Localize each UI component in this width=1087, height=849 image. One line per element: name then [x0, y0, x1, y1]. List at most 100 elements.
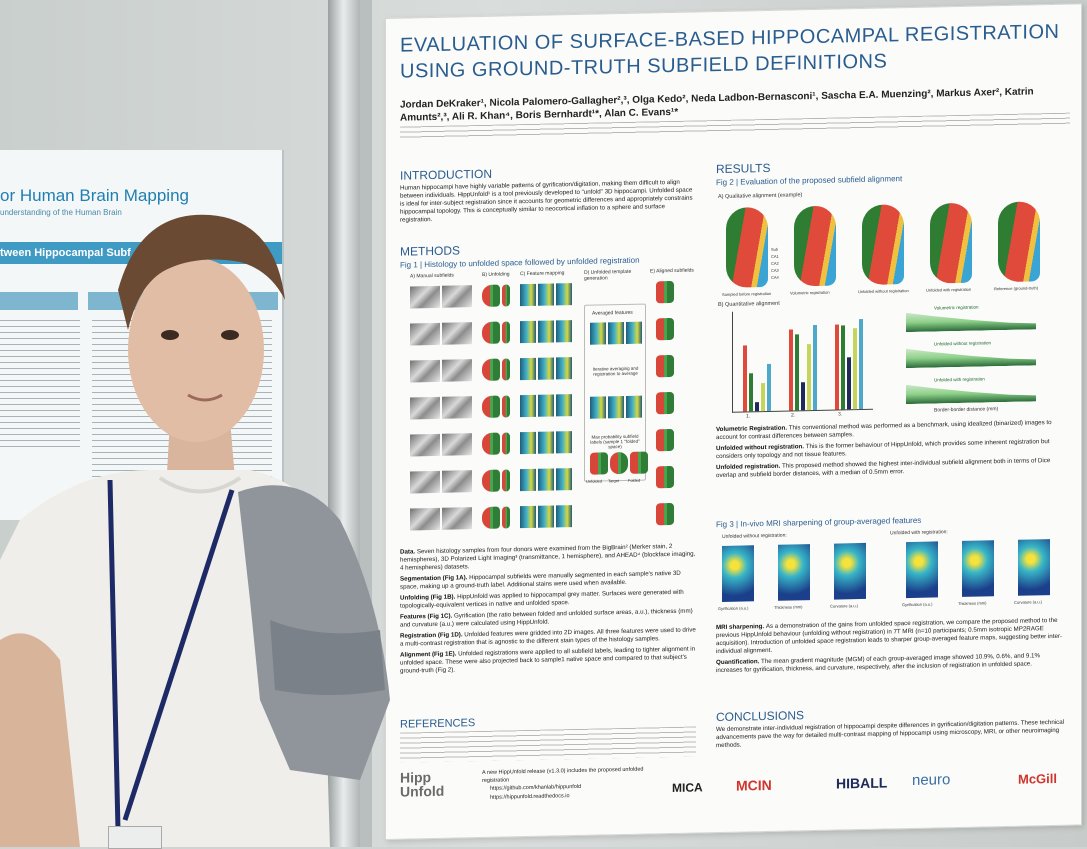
- fig2a-render-label: Unfolded with registration: [926, 286, 972, 293]
- fig3-mri-map: [722, 545, 754, 602]
- footer-note: A new HippUnfold release (v1.3.0) includ…: [482, 766, 644, 784]
- fig1-feature-map: [520, 394, 536, 418]
- fig1-result-map: [630, 451, 648, 474]
- fig1-feature-map: [538, 283, 554, 306]
- fig2b-bar: [853, 328, 857, 410]
- fig3-map-label: Thickness (mm): [958, 600, 987, 606]
- fig2b-bar: [767, 363, 771, 411]
- fig1-feature-map: [520, 468, 536, 492]
- fig1-template-thumb: [608, 321, 624, 345]
- fig1-label-d: D) Unfolded template generation: [584, 268, 632, 282]
- intro-text: Human hippocampi have highly variable pa…: [400, 178, 693, 224]
- fig1-histology-image: [442, 507, 472, 530]
- fig1-feature-map: [556, 320, 572, 343]
- paragraph: Features (Fig 1C). Gyrification (the rat…: [400, 607, 698, 629]
- fig2a-label: A) Qualitative alignment (example): [718, 192, 803, 201]
- fig2b-bar: [749, 373, 753, 412]
- left-poster-subtitle: understanding of the Human Brain: [0, 208, 122, 217]
- fig3-mri-map: [962, 540, 994, 597]
- fig1-unfolded-map: [502, 358, 510, 381]
- fig2a-hippocampus-render: [998, 201, 1040, 283]
- fig1-feature-map: [520, 431, 536, 455]
- fig1-feature-map: [520, 283, 536, 307]
- fig1-aligned-subfield: [656, 465, 674, 489]
- fig2b-bar: [801, 381, 805, 411]
- fig1-aligned-subfield: [656, 502, 674, 526]
- fig3-map-label: Gyrification (a.u.): [718, 605, 749, 612]
- fig2b-bar: [835, 323, 839, 410]
- fig1-feature-map: [556, 468, 572, 491]
- hiball-logo: HIBALL: [836, 774, 888, 792]
- fig1-label-e: E) Aligned subfields: [650, 267, 694, 275]
- fig2a-subfield-label: Sub: [771, 246, 779, 252]
- fig2a-hippocampus-render: [862, 204, 904, 286]
- fig2b-bar-chart: [732, 308, 873, 413]
- fig2b-xtick-3: 3.: [838, 411, 843, 418]
- references-list: [400, 726, 696, 763]
- fig1-unfolded-map: [502, 395, 510, 418]
- mri-text: MRI sharpening. As a demonstration of th…: [716, 617, 1066, 678]
- neuro-logo: neuro: [912, 771, 951, 789]
- fig2b-bar: [795, 334, 799, 411]
- fig1-template-thumb: [626, 395, 642, 418]
- fig1-unfolded-map: [482, 395, 500, 418]
- fig2b-bar: [847, 356, 851, 410]
- fig3-mri-map: [1018, 539, 1050, 596]
- fig1-histology-image: [442, 285, 472, 308]
- methods-text: Data. Seven histology samples from four …: [400, 542, 698, 678]
- fig2b-bar: [761, 382, 765, 412]
- fig1-aligned-subfield: [656, 317, 674, 341]
- fig1-feature-map: [538, 357, 554, 380]
- mica-logo: MICA: [672, 780, 703, 795]
- fig2a-hippocampus-render: [726, 206, 768, 288]
- paragraph: MRI sharpening. As a demonstration of th…: [716, 617, 1066, 656]
- fig3-map-label: Curvature (a.u.): [1014, 599, 1043, 605]
- mcin-logo: MCIN: [736, 776, 772, 794]
- fig3-group-with: Unfolded with registration:: [890, 529, 948, 537]
- fig1-feature-map: [520, 320, 536, 344]
- fig1-label-b: B) Unfolding: [482, 271, 510, 278]
- fig2a-subfield-label: CA3: [771, 267, 779, 273]
- fig1-feature-map: [556, 505, 572, 528]
- fig1-result-map: [590, 452, 608, 475]
- fig3-caption: Fig 3 | In-vivo MRI sharpening of group-…: [716, 515, 922, 530]
- results-text: Volumetric Registration. This convention…: [716, 419, 1066, 483]
- fig3-mri-map: [778, 544, 810, 601]
- fig2b-panel-1: Volumetric registration: [934, 304, 979, 311]
- fig2b-bar: [755, 401, 759, 412]
- fig1-histology-image: [442, 470, 472, 493]
- fig2b-panel-3: Unfolded with registration: [934, 376, 985, 383]
- fig2b-xlabel: Border-border distance (mm): [934, 406, 999, 414]
- paragraph-text: As a demonstration of the gains from unf…: [716, 616, 1063, 656]
- fig1-feature-map: [538, 394, 554, 417]
- fig2b-xtick-2: 2.: [791, 412, 796, 419]
- fig2b-bar: [743, 344, 747, 412]
- paragraph: Unfolded registration. This proposed met…: [716, 457, 1066, 480]
- fig1-feature-map: [520, 357, 536, 381]
- fig2b-bar: [841, 325, 845, 410]
- paragraph: Unfolding (Fig 1B). HippUnfold was appli…: [400, 588, 698, 610]
- fig1-unfolded-map: [482, 432, 500, 455]
- fig1-unfolded-map: [502, 321, 510, 344]
- fig2a-hippocampus-render: [930, 202, 972, 284]
- fig2a-hippocampus-render: [794, 205, 836, 287]
- fig1-feature-map: [538, 320, 554, 343]
- fig1-histology-image: [442, 322, 472, 345]
- fig2a-subfield-label: CA2: [771, 260, 779, 266]
- fig1-feature-map: [556, 283, 572, 306]
- fig2b-panel-2: Unfolded without registration: [934, 340, 992, 347]
- fig1-aligned-subfield: [656, 428, 674, 452]
- name-badge: [108, 826, 162, 849]
- person-photo: [0, 214, 390, 847]
- fig1-template-thumb: [590, 396, 606, 419]
- conclusions-heading: CONCLUSIONS: [716, 708, 805, 725]
- fig3-mri-map: [834, 542, 866, 600]
- fig1-unfolded-map: [482, 358, 500, 381]
- fig3-map-label: Gyrification (a.u.): [902, 601, 933, 608]
- fig1-feature-map: [538, 431, 554, 454]
- fig1-maxprob-label: Max probability subfield labels (sample …: [590, 433, 640, 450]
- paragraph-label: Unfolded registration.: [716, 462, 783, 472]
- research-poster: EVALUATION OF SURFACE-BASED HIPPOCAMPAL …: [385, 3, 1082, 841]
- fig1-histology-image: [442, 433, 472, 456]
- fig1-feature-map: [538, 505, 554, 528]
